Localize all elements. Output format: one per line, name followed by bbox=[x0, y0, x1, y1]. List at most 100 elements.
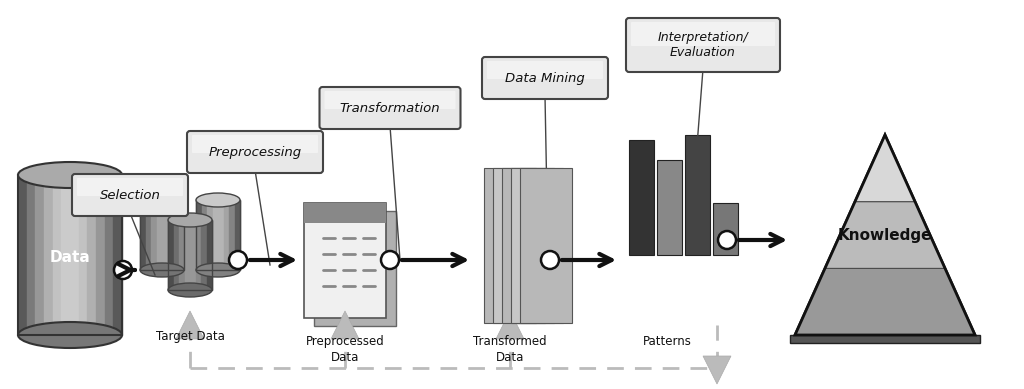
Ellipse shape bbox=[229, 251, 247, 269]
FancyBboxPatch shape bbox=[319, 87, 461, 129]
Bar bbox=[202, 200, 207, 270]
Bar bbox=[493, 168, 545, 322]
Text: Transformed
Data: Transformed Data bbox=[473, 335, 547, 364]
Bar bbox=[502, 168, 554, 322]
Bar bbox=[162, 200, 168, 270]
Bar bbox=[36, 175, 44, 335]
Bar bbox=[140, 200, 184, 270]
Polygon shape bbox=[795, 268, 975, 335]
Polygon shape bbox=[331, 311, 359, 339]
Bar bbox=[61, 175, 70, 335]
Bar bbox=[18, 175, 122, 335]
Bar bbox=[70, 175, 79, 335]
Text: Preprocessed
Data: Preprocessed Data bbox=[305, 335, 384, 364]
Bar bbox=[196, 200, 202, 270]
Polygon shape bbox=[855, 135, 915, 202]
Ellipse shape bbox=[168, 283, 212, 297]
Bar bbox=[18, 175, 27, 335]
Bar bbox=[304, 203, 386, 223]
FancyBboxPatch shape bbox=[77, 178, 183, 196]
Bar bbox=[484, 168, 536, 322]
Bar bbox=[520, 168, 572, 322]
Ellipse shape bbox=[718, 231, 736, 249]
Bar bbox=[151, 200, 157, 270]
Bar bbox=[196, 200, 240, 270]
Bar bbox=[229, 200, 234, 270]
Text: Data Mining: Data Mining bbox=[505, 72, 585, 84]
Bar bbox=[168, 220, 173, 290]
FancyBboxPatch shape bbox=[188, 150, 322, 172]
Polygon shape bbox=[825, 202, 945, 268]
Bar bbox=[52, 175, 61, 335]
Bar bbox=[140, 200, 145, 270]
Polygon shape bbox=[795, 135, 975, 335]
Text: Selection: Selection bbox=[99, 189, 161, 202]
Ellipse shape bbox=[140, 263, 184, 277]
Polygon shape bbox=[176, 311, 204, 339]
Bar bbox=[79, 175, 87, 335]
Ellipse shape bbox=[196, 263, 240, 277]
Bar bbox=[713, 203, 738, 255]
Text: Data: Data bbox=[49, 249, 90, 265]
Bar bbox=[207, 220, 212, 290]
Ellipse shape bbox=[196, 193, 240, 207]
Ellipse shape bbox=[168, 213, 212, 227]
Polygon shape bbox=[304, 203, 386, 317]
Bar bbox=[657, 160, 682, 255]
Bar bbox=[173, 200, 178, 270]
Polygon shape bbox=[703, 356, 731, 384]
Bar bbox=[44, 175, 52, 335]
Ellipse shape bbox=[541, 251, 559, 269]
Bar bbox=[223, 200, 229, 270]
FancyBboxPatch shape bbox=[193, 135, 318, 153]
Bar bbox=[168, 200, 173, 270]
Bar bbox=[790, 335, 980, 343]
FancyBboxPatch shape bbox=[482, 57, 608, 99]
Bar bbox=[96, 175, 104, 335]
Bar bbox=[207, 200, 213, 270]
Text: Transformation: Transformation bbox=[340, 102, 440, 114]
Bar bbox=[190, 220, 196, 290]
FancyBboxPatch shape bbox=[187, 131, 323, 173]
Bar bbox=[104, 175, 114, 335]
FancyBboxPatch shape bbox=[487, 61, 603, 79]
Text: Patterns: Patterns bbox=[643, 335, 691, 348]
FancyBboxPatch shape bbox=[73, 193, 187, 215]
Bar bbox=[213, 200, 218, 270]
Polygon shape bbox=[496, 311, 524, 339]
Ellipse shape bbox=[140, 193, 184, 207]
Bar bbox=[218, 200, 223, 270]
Bar bbox=[178, 200, 184, 270]
FancyBboxPatch shape bbox=[631, 22, 775, 46]
FancyBboxPatch shape bbox=[72, 174, 188, 216]
Bar bbox=[685, 135, 710, 255]
Text: Interpretation/
Evaluation: Interpretation/ Evaluation bbox=[657, 31, 749, 59]
Bar bbox=[201, 220, 207, 290]
Bar bbox=[196, 220, 201, 290]
Ellipse shape bbox=[18, 322, 122, 348]
Bar bbox=[114, 175, 122, 335]
Bar bbox=[173, 220, 179, 290]
Bar bbox=[87, 175, 96, 335]
Bar bbox=[27, 175, 36, 335]
Bar bbox=[511, 168, 563, 322]
Bar bbox=[168, 220, 212, 290]
Ellipse shape bbox=[381, 251, 399, 269]
Bar bbox=[145, 200, 151, 270]
FancyBboxPatch shape bbox=[626, 18, 780, 72]
Ellipse shape bbox=[18, 162, 122, 188]
Text: Target Data: Target Data bbox=[156, 330, 224, 343]
FancyBboxPatch shape bbox=[321, 106, 460, 128]
FancyBboxPatch shape bbox=[627, 43, 779, 71]
FancyBboxPatch shape bbox=[325, 91, 456, 109]
Bar bbox=[629, 140, 654, 255]
Bar bbox=[157, 200, 162, 270]
Bar bbox=[179, 220, 184, 290]
Polygon shape bbox=[314, 210, 396, 326]
Text: Knowledge: Knowledge bbox=[838, 228, 932, 242]
Bar bbox=[184, 220, 190, 290]
FancyBboxPatch shape bbox=[483, 76, 607, 98]
Bar bbox=[234, 200, 240, 270]
Ellipse shape bbox=[114, 261, 132, 279]
Text: Preprocessing: Preprocessing bbox=[209, 145, 301, 158]
